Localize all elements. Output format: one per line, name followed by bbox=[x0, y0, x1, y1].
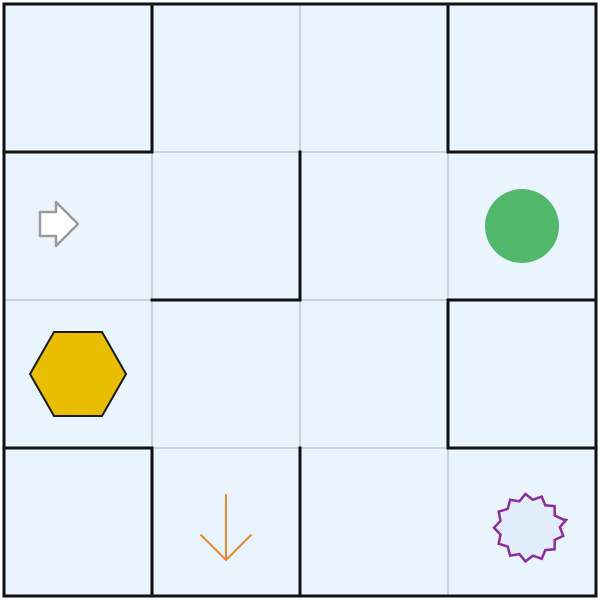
cell-1-2[interactable] bbox=[300, 152, 448, 300]
cell-0-0[interactable] bbox=[4, 4, 152, 152]
cell-3-2[interactable] bbox=[300, 448, 448, 596]
yellow-hexagon-icon[interactable] bbox=[28, 331, 128, 417]
purple-starburst-icon[interactable] bbox=[492, 492, 569, 564]
cell-0-3[interactable] bbox=[448, 4, 596, 152]
cell-1-0[interactable] bbox=[4, 152, 152, 300]
cell-3-0[interactable] bbox=[4, 448, 152, 596]
green-circle-icon[interactable] bbox=[485, 189, 559, 263]
cell-0-2[interactable] bbox=[300, 4, 448, 152]
cell-0-1[interactable] bbox=[152, 4, 300, 152]
player-arrow-icon[interactable] bbox=[38, 200, 80, 248]
cell-2-3[interactable] bbox=[448, 300, 596, 448]
cells bbox=[4, 4, 596, 596]
cell-2-2[interactable] bbox=[300, 300, 448, 448]
cell-2-1[interactable] bbox=[152, 300, 300, 448]
down-arrow-icon[interactable] bbox=[200, 494, 252, 562]
cell-1-1[interactable] bbox=[152, 152, 300, 300]
